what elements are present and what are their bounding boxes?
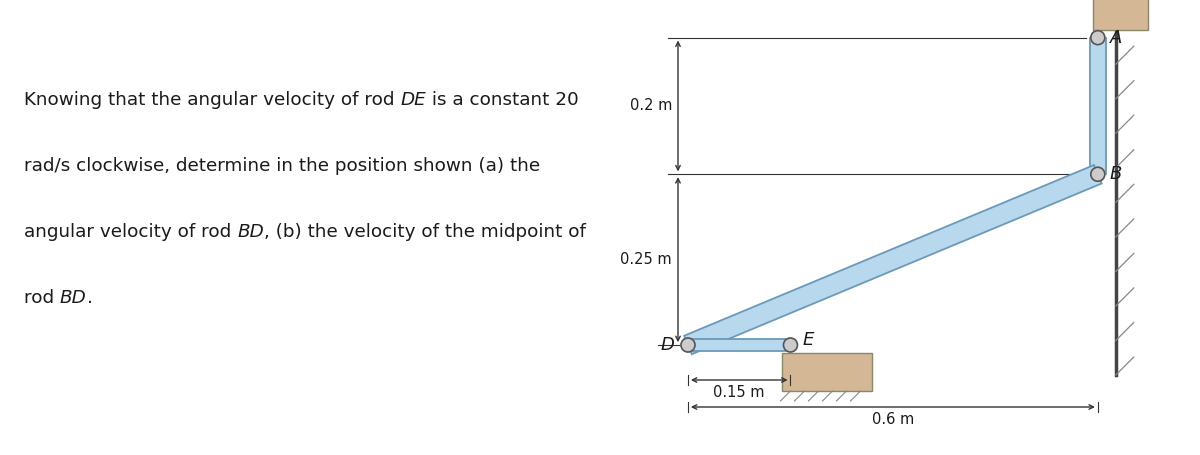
Circle shape (1091, 30, 1105, 45)
Text: angular velocity of rod: angular velocity of rod (24, 223, 238, 241)
Text: B: B (1110, 165, 1122, 183)
Text: D: D (660, 336, 674, 354)
Polygon shape (684, 165, 1102, 354)
Circle shape (784, 338, 798, 352)
Text: .: . (86, 289, 92, 307)
Circle shape (682, 338, 695, 352)
Text: DE: DE (401, 91, 426, 109)
Text: rod: rod (24, 289, 60, 307)
Text: 0.6 m: 0.6 m (871, 412, 914, 427)
Polygon shape (1090, 38, 1106, 174)
Text: is a constant 20: is a constant 20 (426, 91, 578, 109)
Text: rad/s clockwise, determine in the position shown (a) the: rad/s clockwise, determine in the positi… (24, 157, 540, 175)
Polygon shape (688, 339, 791, 351)
Circle shape (1091, 167, 1105, 181)
Text: A: A (1110, 29, 1122, 47)
Text: , (b) the velocity of the midpoint of: , (b) the velocity of the midpoint of (264, 223, 586, 241)
Text: 0.2 m: 0.2 m (630, 98, 672, 113)
Bar (782, 353, 872, 391)
Text: 0.15 m: 0.15 m (714, 385, 764, 400)
Text: E: E (803, 331, 814, 349)
Text: Knowing that the angular velocity of rod: Knowing that the angular velocity of rod (24, 91, 401, 109)
Text: 0.25 m: 0.25 m (620, 252, 672, 267)
Bar (1093, 0, 1147, 30)
Text: BD: BD (238, 223, 264, 241)
Text: BD: BD (60, 289, 86, 307)
